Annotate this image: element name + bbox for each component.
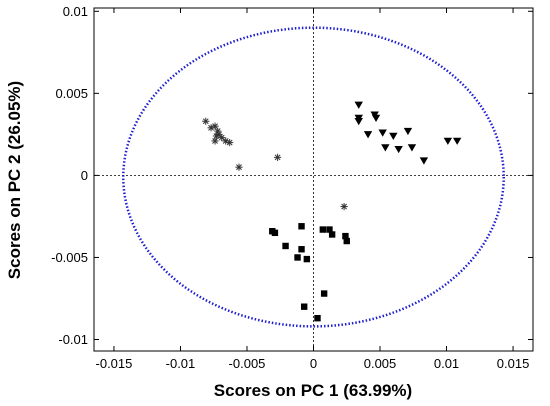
square-marker — [320, 290, 328, 297]
star-marker — [211, 137, 219, 145]
x-tick-label: -0.01 — [166, 356, 196, 371]
triangle-down-marker — [443, 137, 453, 145]
plot-frame — [93, 7, 534, 352]
square-marker — [342, 232, 349, 240]
square-marker — [326, 226, 333, 233]
star-marker — [218, 134, 226, 142]
x-tick-label: -0.005 — [229, 356, 266, 371]
x-tick-label: 0.005 — [364, 356, 397, 371]
data-points — [202, 101, 462, 322]
triangle-down-marker — [378, 129, 387, 137]
star-marker — [235, 163, 243, 171]
square-marker — [303, 255, 311, 263]
square-marker — [298, 223, 305, 230]
square-marker — [294, 254, 301, 261]
y-tick-label: -0.01 — [58, 332, 88, 347]
star-marker — [212, 132, 220, 140]
zero-lines — [94, 8, 533, 351]
square-marker — [314, 314, 321, 322]
triangle-down-marker — [381, 144, 390, 152]
y-tick-label: 0.01 — [63, 4, 88, 19]
x-tick-label: 0.01 — [434, 356, 459, 371]
square-marker — [328, 231, 336, 238]
square-marker — [271, 229, 279, 237]
star-marker — [211, 122, 219, 130]
x-tick-label: 0.015 — [497, 356, 530, 371]
triangle-down-marker — [354, 118, 363, 126]
y-axis-ticks: -0.01 -0.005 0 0.005 0.01 — [51, 4, 533, 347]
y-tick-label: 0.005 — [55, 86, 88, 101]
square-marker — [300, 303, 308, 310]
y-axis-label: Scores on PC 2 (26.05%) — [5, 81, 24, 279]
star-marker — [340, 202, 348, 211]
square-marker — [282, 242, 289, 250]
star-marker — [226, 138, 234, 147]
triangle-down-marker — [452, 137, 462, 145]
triangle-down-marker — [419, 157, 429, 165]
square-marker — [319, 226, 327, 233]
triangle-down-marker — [371, 114, 381, 122]
confidence-ellipse — [122, 26, 505, 328]
square-marker — [343, 237, 350, 245]
triangle-down-marker — [394, 145, 403, 154]
star-marker — [202, 117, 210, 125]
y-tick-label: -0.005 — [51, 250, 88, 265]
x-tick-label: 0 — [310, 356, 317, 371]
triangle-down-marker — [389, 132, 398, 141]
square-marker — [298, 246, 305, 253]
x-axis-label: Scores on PC 1 (63.99%) — [214, 381, 412, 400]
x-tick-label: -0.015 — [96, 356, 133, 371]
y-tick-label: 0 — [81, 168, 88, 183]
x-axis-ticks: -0.015 -0.01 -0.005 0 0.005 0.01 0.015 — [96, 8, 530, 371]
triangle-down-marker — [407, 144, 417, 152]
star-marker — [273, 153, 282, 161]
triangle-down-marker — [403, 127, 413, 136]
triangle-down-marker — [354, 101, 363, 109]
triangle-down-marker — [363, 131, 373, 139]
